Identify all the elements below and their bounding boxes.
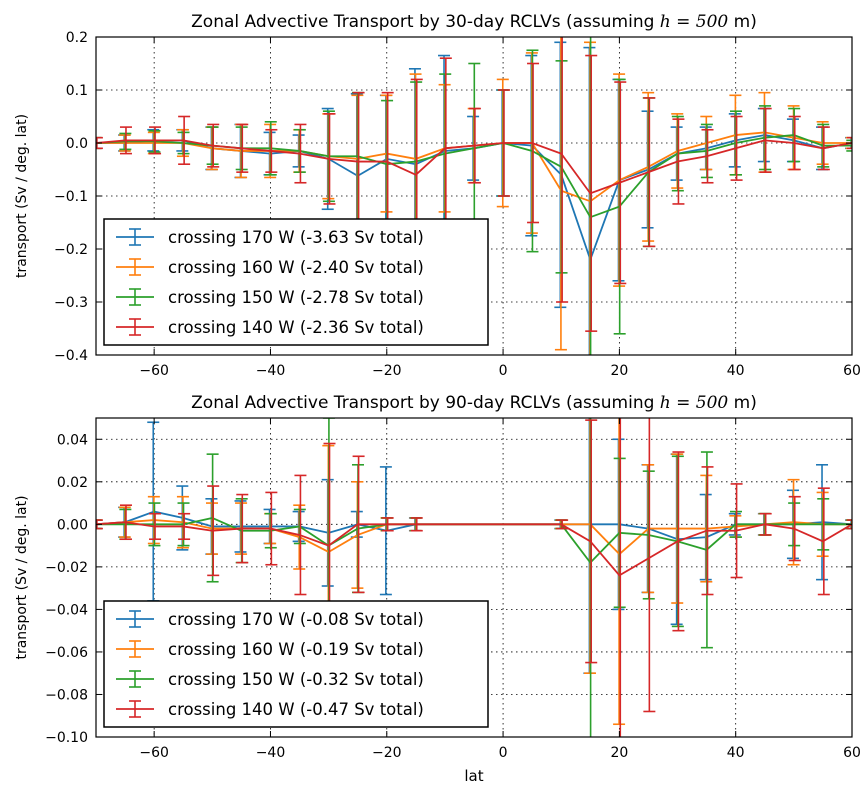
title-text: Zonal Advective Transport by 90-day RCLV… (191, 393, 660, 413)
title-math: h = 500 (660, 393, 729, 413)
x-tick-label: −40 (256, 745, 286, 761)
ticks: −60 −40 −20 0 20 40 60 −0.10 −0.08 −0.06 −0.04 −0.0… (45, 418, 861, 761)
legend: crossing 170 W (-3.63 Sv total) crossing … (103, 218, 489, 346)
x-tick-label: 0 (499, 745, 508, 761)
x-tick-label: −60 (139, 745, 169, 761)
legend-entry: crossing 170 W (-0.08 Sv total) (168, 610, 424, 629)
series-line (96, 139, 852, 195)
title-math: h = 500 (660, 12, 729, 32)
y-tick-label: 0.02 (57, 475, 88, 491)
legend-entry: crossing 160 W (-0.19 Sv total) (168, 640, 424, 659)
x-tick-label: 60 (843, 363, 861, 379)
legend-handle (116, 670, 154, 688)
y-tick-label: 0.0 (66, 136, 88, 152)
ticks: −60 −40 −20 0 20 40 60 −0.4 −0.3 −0.2 −0.1 0.0 0.1 0.… (54, 30, 861, 379)
y-tick-label: 0.00 (57, 517, 88, 533)
legend-handle (116, 318, 154, 336)
x-axis-label: lat (464, 767, 483, 785)
x-tick-label: 20 (610, 363, 628, 379)
legend-box (103, 600, 489, 728)
legend-handle (116, 640, 154, 658)
legend-entry: crossing 170 W (-3.63 Sv total) (168, 228, 424, 247)
title-suffix: m) (728, 393, 757, 413)
legend-entry: crossing 160 W (-2.40 Sv total) (168, 258, 424, 277)
x-tick-label: −20 (372, 363, 402, 379)
legend-entry: crossing 140 W (-2.36 Sv total) (168, 318, 424, 337)
legend-entry: crossing 140 W (-0.47 Sv total) (168, 700, 424, 719)
x-tick-label: −40 (256, 363, 286, 379)
y-tick-label: 0.2 (66, 30, 88, 46)
x-tick-label: −20 (372, 745, 402, 761)
y-tick-label: −0.02 (45, 560, 88, 576)
legend: crossing 170 W (-0.08 Sv total) crossing … (103, 600, 489, 728)
y-tick-label: 0.04 (57, 432, 88, 448)
chart-title: Zonal Advective Transport by 90-day RCLV… (191, 393, 757, 413)
axes-frame (95, 417, 853, 738)
y-tick-label: −0.10 (45, 730, 88, 746)
series-line (96, 521, 852, 577)
x-tick-label: 60 (843, 745, 861, 761)
title-suffix: m) (728, 12, 757, 32)
y-tick-label: −0.06 (45, 645, 88, 661)
legend-handle (116, 288, 154, 306)
y-tick-label: −0.2 (54, 242, 88, 258)
chart-title: Zonal Advective Transport by 30-day RCLV… (191, 12, 757, 32)
x-tick-label: 40 (727, 745, 745, 761)
legend-handle (116, 258, 154, 276)
x-tick-label: 40 (727, 363, 745, 379)
y-tick-label: −0.08 (45, 687, 88, 703)
y-tick-label: 0.1 (66, 83, 88, 99)
title-text: Zonal Advective Transport by 30-day RCLV… (191, 12, 660, 32)
series-group (96, 418, 852, 737)
y-tick-label: −0.04 (45, 602, 88, 618)
x-tick-label: 0 (499, 363, 508, 379)
legend-box (103, 218, 489, 346)
y-axis-label: transport (Sv / deg. lat) (14, 495, 30, 659)
chart-30-day: Zonal Advective Transport by 30-day RCLV… (14, 12, 861, 379)
series-3 (96, 418, 852, 737)
y-tick-label: −0.3 (54, 295, 88, 311)
legend-entry: crossing 150 W (-0.32 Sv total) (168, 670, 424, 689)
y-tick-label: −0.1 (54, 189, 88, 205)
x-tick-label: −60 (139, 363, 169, 379)
y-axis-label: transport (Sv / deg. lat) (14, 114, 30, 278)
chart-90-day: Zonal Advective Transport by 90-day RCLV… (14, 393, 861, 785)
y-tick-label: −0.4 (54, 348, 88, 364)
legend-handle (116, 228, 154, 246)
x-tick-label: 20 (610, 745, 628, 761)
legend-handle (116, 700, 154, 718)
legend-handle (116, 610, 154, 628)
legend-entry: crossing 150 W (-2.78 Sv total) (168, 288, 424, 307)
